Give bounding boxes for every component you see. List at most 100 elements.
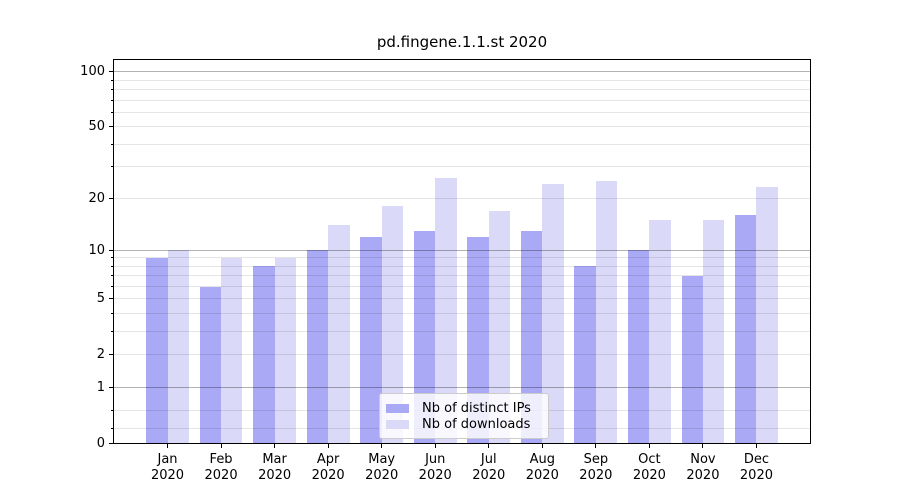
x-tick-label: Feb 2020 <box>189 452 253 484</box>
x-tick-mark <box>220 444 222 448</box>
x-label-month: Jun <box>425 452 446 467</box>
x-tick-label: Jan 2020 <box>136 452 200 484</box>
chart-title: pd.fingene.1.1.st 2020 <box>376 33 548 51</box>
minor-gridline <box>114 257 810 259</box>
y-tick-mark <box>109 386 113 388</box>
x-tick-mark <box>434 444 436 448</box>
x-label-month: Feb <box>209 452 233 467</box>
x-label-month: Mar <box>262 452 287 467</box>
bar-downloads-apr <box>328 225 350 443</box>
minor-gridline <box>114 265 810 267</box>
y-minor-tick-mark <box>111 166 113 168</box>
x-label-month: Jul <box>480 452 497 467</box>
y-minor-tick-mark <box>111 111 113 113</box>
bar-distinct-ips-apr <box>306 250 329 443</box>
y-tick-label: 100 <box>80 64 105 80</box>
y-minor-tick-mark <box>111 89 113 91</box>
x-tick-label: Oct 2020 <box>617 452 681 484</box>
x-tick-mark <box>595 444 597 448</box>
y-minor-tick-mark <box>111 143 113 145</box>
bar-distinct-ips-jun <box>413 230 436 443</box>
x-tick-label: Mar 2020 <box>243 452 307 484</box>
bar-distinct-ips-jan <box>146 257 168 443</box>
legend-label-downloads: Nb of downloads <box>422 416 531 432</box>
x-label-month: Jan <box>157 452 178 467</box>
y-tick-label: 5 <box>96 291 105 307</box>
x-tick-label: Dec 2020 <box>724 452 788 484</box>
x-tick-label: Aug 2020 <box>510 452 574 484</box>
minor-gridline <box>114 313 810 315</box>
y-tick-mark <box>109 71 113 73</box>
y-minor-tick-mark <box>111 99 113 101</box>
minor-gridline <box>114 143 810 145</box>
x-tick-mark <box>541 444 543 448</box>
y-tick-label: 10 <box>88 242 105 258</box>
y-tick-label: 0 <box>96 435 105 451</box>
bar-downloads-jul <box>488 210 511 443</box>
legend: Nb of distinct IPs Nb of downloads <box>379 393 549 439</box>
y-tick-label: 1 <box>96 379 105 395</box>
x-label-year: 2020 <box>472 468 506 483</box>
y-minor-tick-mark <box>111 257 113 259</box>
bar-distinct-ips-dec <box>735 215 757 443</box>
y-tick-mark <box>109 442 113 444</box>
minor-gridline <box>114 111 810 113</box>
bar-distinct-ips-feb <box>199 286 222 443</box>
major-gridline <box>114 71 810 73</box>
x-label-month: Sep <box>583 452 609 467</box>
bar-distinct-ips-aug <box>520 230 543 443</box>
x-label-year: 2020 <box>258 468 292 483</box>
x-tick-mark <box>702 444 704 448</box>
y-minor-tick-mark <box>111 313 113 315</box>
bar-distinct-ips-jul <box>467 236 489 443</box>
x-label-year: 2020 <box>686 468 720 483</box>
y-minor-tick-mark <box>111 285 113 287</box>
legend-item-downloads: Nb of downloads <box>386 416 540 432</box>
y-minor-tick-mark <box>111 427 113 429</box>
bar-distinct-ips-oct <box>627 250 650 443</box>
y-minor-tick-mark <box>111 409 113 411</box>
legend-swatch-downloads <box>386 419 409 429</box>
minor-gridline <box>114 298 810 300</box>
plot-area: Nb of distinct IPs Nb of downloads <box>113 59 811 444</box>
bar-downloads-may <box>381 206 404 443</box>
minor-gridline <box>114 354 810 356</box>
y-tick-mark <box>109 354 113 356</box>
y-minor-tick-mark <box>111 331 113 332</box>
minor-gridline <box>114 166 810 168</box>
x-tick-mark <box>381 444 383 448</box>
x-label-month: Apr <box>316 452 340 467</box>
bar-downloads-jan <box>167 250 189 443</box>
y-minor-tick-mark <box>111 275 113 277</box>
minor-gridline <box>114 331 810 332</box>
bar-downloads-jun <box>435 177 457 443</box>
x-label-month: Aug <box>529 452 555 467</box>
x-label-year: 2020 <box>579 468 613 483</box>
bar-downloads-oct <box>649 220 671 443</box>
major-gridline <box>114 386 810 388</box>
x-tick-mark <box>488 444 490 448</box>
y-tick-mark <box>109 249 113 251</box>
y-tick-label: 2 <box>96 347 105 363</box>
x-tick-mark <box>274 444 276 448</box>
minor-gridline <box>114 275 810 277</box>
minor-gridline <box>114 89 810 91</box>
x-label-month: Dec <box>743 452 770 467</box>
x-tick-label: Sep 2020 <box>564 452 628 484</box>
x-tick-label: Jul 2020 <box>457 452 521 484</box>
minor-gridline <box>114 197 810 199</box>
x-tick-mark <box>327 444 329 448</box>
legend-label-distinct-ips: Nb of distinct IPs <box>422 400 531 416</box>
x-tick-mark <box>755 444 757 448</box>
y-tick-label: 20 <box>88 190 105 206</box>
x-label-year: 2020 <box>525 468 559 483</box>
legend-item-distinct-ips: Nb of distinct IPs <box>386 400 540 416</box>
x-label-year: 2020 <box>418 468 452 483</box>
x-label-year: 2020 <box>311 468 345 483</box>
x-label-year: 2020 <box>150 468 185 483</box>
x-tick-label: Nov 2020 <box>671 452 735 484</box>
bar-distinct-ips-may <box>360 236 382 443</box>
x-label-year: 2020 <box>632 468 666 483</box>
bar-downloads-mar <box>274 257 297 443</box>
legend-swatch-distinct-ips <box>386 403 409 413</box>
